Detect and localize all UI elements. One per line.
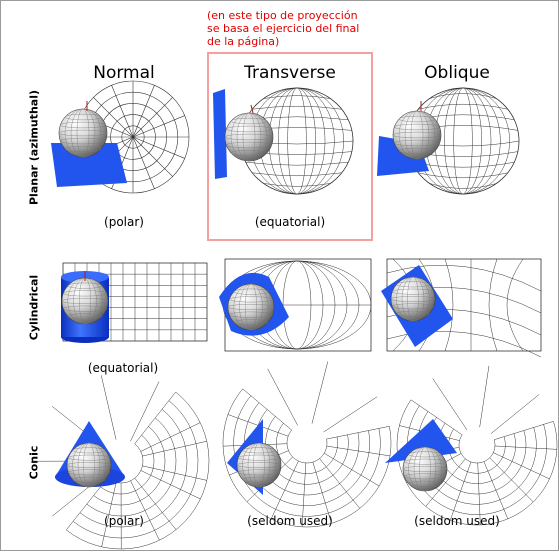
fan-spoke [135,392,176,444]
globe [225,113,273,161]
fan-spoke [312,362,328,424]
grid-meridian [278,88,315,194]
fan-spoke [313,462,332,523]
grid-parallel [429,94,496,99]
fan-spoke [324,397,377,432]
conic-oblique [385,366,557,525]
globe [403,447,447,491]
grid-meridian [288,88,307,194]
fan-spoke [135,478,176,530]
fan-spoke [324,453,379,486]
grid-spoke [133,137,173,177]
fan-spoke [491,394,539,433]
grid-meridian [269,88,325,194]
fan-arc [449,429,506,473]
grid-parallel [263,96,330,99]
fan-spoke [243,389,292,430]
globe [237,443,281,487]
fan-spoke [480,366,489,427]
fan-spoke [327,446,390,456]
conic-normal [33,375,209,549]
grid-meridian [454,88,473,194]
fan-spoke [494,421,553,439]
grid-parallel [429,183,496,188]
fan-spoke [268,369,298,426]
grid-meridian [435,88,491,194]
grid-curve [507,259,523,351]
globe [391,277,435,321]
fan-spoke [131,481,160,540]
fan-spoke [101,375,116,439]
conic-transverse [223,362,391,527]
fan-spoke [141,423,200,452]
grid-parallel [418,104,508,109]
cylindrical-transverse [219,259,371,351]
fan-spoke [484,462,508,519]
grid-parallel [252,106,342,109]
grid-meridian [444,88,481,194]
globe [393,111,441,159]
grid-parallel [252,173,342,176]
planar-normal [51,81,189,193]
globe [62,278,108,324]
globe [59,109,107,157]
fan-arc [276,423,337,473]
grid-parallel [246,162,349,165]
globe [228,284,274,330]
cylindrical-oblique [381,259,541,357]
cylindrical-normal [61,263,207,343]
planar-oblique [377,88,519,194]
grid-parallel [418,173,508,178]
grid-curve [445,259,453,351]
fan-spoke [433,378,467,430]
fan-spoke [490,458,534,502]
grid-spoke [133,97,173,137]
planar-transverse [213,88,353,194]
fan-spoke [450,462,471,520]
fan-arc [287,430,327,463]
grid-parallel [263,183,330,186]
globe [67,443,111,487]
fan-arc [459,435,495,463]
